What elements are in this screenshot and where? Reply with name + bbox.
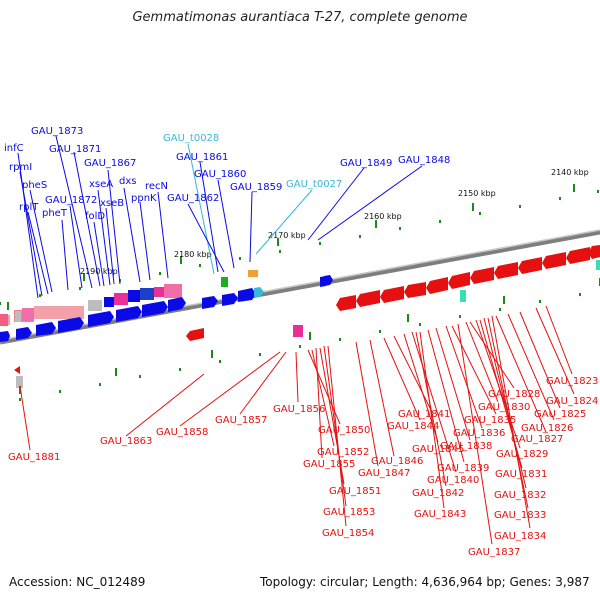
tick-label-2170: 2170 kbp: [268, 231, 306, 240]
tick-label-2180: 2180 kbp: [174, 250, 212, 259]
tick-label-2140: 2140 kbp: [551, 168, 589, 177]
gene-label-GAU_1828: GAU_1828: [488, 389, 540, 400]
gene-label-GAU_1841: GAU_1841: [398, 409, 450, 420]
gene-label-GAU_1871: GAU_1871: [49, 144, 101, 155]
gene-label-recN: recN: [145, 181, 168, 192]
gene-label-GAU_1855: GAU_1855: [303, 459, 355, 470]
accession-text: Accession: NC_012489: [9, 575, 146, 589]
gene-label-GAU_1859: GAU_1859: [230, 182, 282, 193]
gene-label-GAU_1856: GAU_1856: [273, 404, 325, 415]
gene-label-GAU_1844: GAU_1844: [387, 421, 439, 432]
tick-labels: 2140 kbp 2150 kbp 2160 kbp 2170 kbp 2180…: [80, 168, 589, 276]
gene-label-GAU_1861: GAU_1861: [176, 152, 228, 163]
top-label-leaders: [17, 135, 423, 299]
top-gene-labels: infC rpmI rplT pheS pheT GAU_1873 GAU_18…: [4, 126, 450, 222]
gene-label-GAU_1873: GAU_1873: [31, 126, 83, 137]
gene-label-GAU_1835: GAU_1835: [464, 415, 516, 426]
gene-label-GAU_1849: GAU_1849: [340, 158, 392, 169]
gene-label-GAU_1829: GAU_1829: [496, 449, 548, 460]
gene-label-GAU_1827: GAU_1827: [511, 434, 563, 445]
gene-label-GAU_1853: GAU_1853: [323, 507, 375, 518]
gene-label-GAU_1838: GAU_1838: [440, 441, 492, 452]
forward-genes-inner: [0, 297, 186, 342]
gene-label-GAU_1843: GAU_1843: [414, 509, 466, 520]
gene-label-GAU_1867: GAU_1867: [84, 158, 136, 169]
gene-label-GAU_1863: GAU_1863: [100, 436, 152, 447]
gene-label-GAU_1842: GAU_1842: [412, 488, 464, 499]
gene-label-GAU_1862: GAU_1862: [167, 193, 219, 204]
gene-label-GAU_1857: GAU_1857: [215, 415, 267, 426]
gene-label-GAU_1881: GAU_1881: [8, 452, 60, 463]
gene-label-GAU_1854: GAU_1854: [322, 528, 374, 539]
major-ticks: [7, 184, 600, 394]
scale-tracks: [0, 190, 599, 401]
gene-label-GAU_1831: GAU_1831: [495, 469, 547, 480]
gene-label-rplT: rplT: [19, 202, 39, 213]
gene-label-GAU_1837: GAU_1837: [468, 547, 520, 558]
gene-label-GAU_1872: GAU_1872: [45, 195, 97, 206]
gene-label-GAU_1848: GAU_1848: [398, 155, 450, 166]
gene-label-GAU_1858: GAU_1858: [156, 427, 208, 438]
gene-label-GAU_1840: GAU_1840: [427, 475, 479, 486]
gene-label-GAU_t0027: GAU_t0027: [286, 179, 342, 190]
tick-label-2190: 2190 kbp: [80, 267, 118, 276]
gene-label-GAU_1824: GAU_1824: [546, 396, 598, 407]
gene-label-pheS: pheS: [22, 180, 47, 191]
reverse-genes: [186, 245, 600, 341]
gene-label-GAU_t0028: GAU_t0028: [163, 133, 219, 144]
gene-label-GAU_1834: GAU_1834: [494, 531, 546, 542]
gene-label-rpmI: rpmI: [9, 162, 32, 173]
map-title: Gemmatimonas aurantiaca T-27, complete g…: [132, 10, 468, 25]
gene-label-GAU_1836: GAU_1836: [453, 428, 505, 439]
gene-label-GAU_1826: GAU_1826: [521, 423, 573, 434]
bottom-label-leaders: [19, 305, 575, 545]
gene-label-GAU_1851: GAU_1851: [329, 486, 381, 497]
gene-label-GAU_1839: GAU_1839: [437, 463, 489, 474]
gene-label-GAU_1830: GAU_1830: [478, 402, 530, 413]
gene-label-GAU_1823: GAU_1823: [546, 376, 598, 387]
gene-label-GAU_1845: GAU_1845: [412, 444, 464, 455]
gene-label-xseB: xseB: [100, 198, 124, 209]
gene-label-infC: infC: [4, 143, 24, 154]
gene-label-pheT: pheT: [42, 208, 68, 219]
gene-label-GAU_1860: GAU_1860: [194, 169, 246, 180]
gene-label-GAU_1846: GAU_1846: [371, 456, 423, 467]
gene-label-dxs: dxs: [119, 176, 136, 187]
left-markers: [14, 366, 23, 388]
gene-label-GAU_1832: GAU_1832: [494, 490, 546, 501]
forward-genes: [0, 270, 333, 325]
gene-label-GAU_1852: GAU_1852: [317, 447, 369, 458]
gene-label-GAU_1847: GAU_1847: [358, 468, 410, 479]
tick-label-2160: 2160 kbp: [364, 212, 402, 221]
gene-label-GAU_1850: GAU_1850: [318, 425, 370, 436]
gene-label-ppnK: ppnK: [131, 193, 157, 204]
gene-label-folD: folD: [85, 211, 105, 222]
tick-label-2150: 2150 kbp: [458, 189, 496, 198]
gene-label-GAU_1833: GAU_1833: [494, 510, 546, 521]
forward-outer-blocks: [0, 308, 34, 326]
topology-text: Topology: circular; Length: 4,636,964 bp…: [260, 575, 590, 589]
gene-label-xseA: xseA: [89, 179, 113, 190]
bottom-gene-labels: GAU_1881 GAU_1863 GAU_1858 GAU_1857 GAU_…: [8, 376, 598, 558]
gene-label-GAU_1825: GAU_1825: [534, 409, 586, 420]
